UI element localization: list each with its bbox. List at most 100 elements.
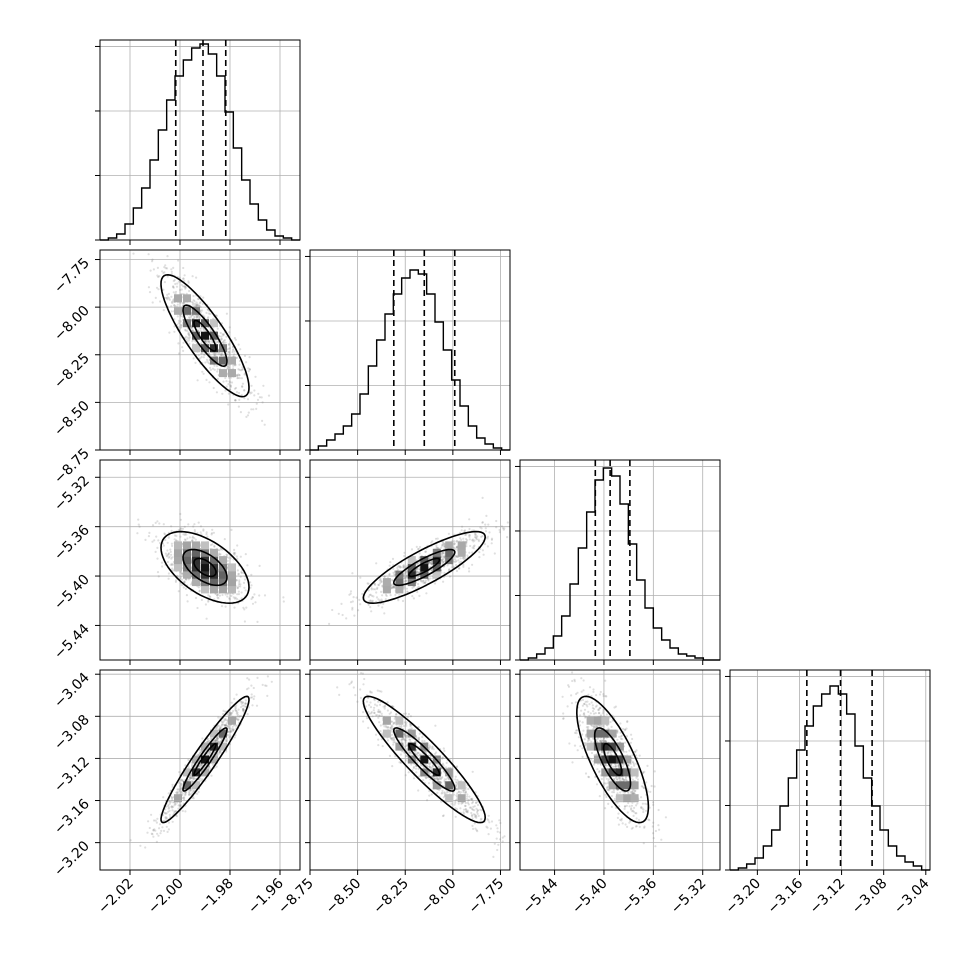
panel-frame <box>99 39 301 241</box>
density-cell <box>395 585 404 594</box>
density-cell <box>601 742 610 751</box>
x-tick-label: −5.40 <box>569 876 611 918</box>
contour-0 <box>408 557 441 578</box>
panel-3-2 <box>515 669 721 875</box>
x-tick-label: −3.16 <box>765 875 807 917</box>
density-cells <box>174 716 236 803</box>
density-cell <box>201 768 209 777</box>
density-cell <box>601 729 610 738</box>
density-cell <box>601 768 610 777</box>
density-cell <box>210 570 218 579</box>
density-cell <box>382 585 391 594</box>
density-cell <box>382 716 391 725</box>
density-cell <box>608 742 617 751</box>
density-cell <box>192 781 200 790</box>
density-cell <box>593 742 602 751</box>
y-tick-label: −3.16 <box>51 796 93 838</box>
density-cell <box>174 294 182 303</box>
density-cell <box>457 548 466 557</box>
density-cell <box>445 768 454 777</box>
y-tick-label: −3.08 <box>51 712 93 754</box>
x-tick-label: −8.50 <box>323 876 365 918</box>
y-tick-label: −5.40 <box>51 572 93 614</box>
density-cell <box>174 556 182 565</box>
density-cell <box>608 781 617 790</box>
contour-1 <box>182 548 228 587</box>
panel-frame <box>309 459 511 661</box>
y-tick-label: −8.25 <box>51 350 93 392</box>
density-cell <box>228 585 236 594</box>
density-cell <box>228 369 236 378</box>
density-cell <box>586 716 595 725</box>
density-cell <box>228 716 236 725</box>
contour-2 <box>362 695 487 824</box>
density-cell <box>445 794 454 803</box>
density-cell <box>192 556 200 565</box>
contour-2 <box>160 273 250 398</box>
contour-1 <box>182 727 228 792</box>
density-cell <box>432 781 441 790</box>
density-cell <box>432 570 441 579</box>
density-cell <box>201 541 209 550</box>
density-cell <box>395 742 404 751</box>
contour-1 <box>392 548 456 587</box>
y-tick-label: −5.36 <box>51 522 93 564</box>
density-cell <box>192 755 200 764</box>
density-cell <box>457 781 466 790</box>
panel-2-1 <box>305 459 511 665</box>
density-cell <box>608 729 617 738</box>
density-cell <box>382 578 391 587</box>
density-cell <box>630 781 639 790</box>
density-cell <box>219 369 227 378</box>
density-cell <box>630 768 639 777</box>
density-cell <box>420 755 429 764</box>
density-cell <box>210 556 218 565</box>
density-cell <box>183 294 191 303</box>
x-tick-label: −3.08 <box>849 876 891 918</box>
density-cell <box>174 794 182 803</box>
x-tick-label: −3.20 <box>723 876 765 918</box>
density-cell <box>615 768 624 777</box>
contour-0 <box>602 742 623 777</box>
x-tick-label: −2.02 <box>95 876 137 918</box>
density-cell <box>174 548 182 557</box>
density-cell <box>615 781 624 790</box>
panel-frame <box>99 669 301 871</box>
contour-2 <box>160 530 250 605</box>
density-cell <box>407 742 416 751</box>
density-cell <box>183 541 191 550</box>
panel-frame <box>99 459 301 661</box>
density-cell <box>210 548 218 557</box>
contour-1 <box>182 304 228 368</box>
density-cell <box>183 556 191 565</box>
density-cell <box>445 781 454 790</box>
panel-frame <box>309 249 511 451</box>
panel-1-0 <box>95 249 301 455</box>
density-cell <box>210 729 218 738</box>
density-cell <box>608 768 617 777</box>
histogram-0 <box>100 43 300 241</box>
density-cell <box>457 541 466 550</box>
density-cell <box>228 578 236 587</box>
density-cell <box>382 729 391 738</box>
density-cell <box>183 570 191 579</box>
x-tick-label: −5.36 <box>619 875 661 917</box>
density-cell <box>201 331 209 340</box>
density-cell <box>615 794 624 803</box>
contour-2 <box>575 695 650 824</box>
panel-0-0 <box>95 39 301 245</box>
density-cell <box>210 742 218 751</box>
x-tick-label: −8.00 <box>418 876 460 918</box>
density-cell <box>586 742 595 751</box>
contour-1 <box>392 727 456 792</box>
density-cell <box>201 344 209 353</box>
contour-1 <box>593 727 632 792</box>
density-cell <box>210 585 218 594</box>
y-tick-label: −3.20 <box>51 838 93 880</box>
y-tick-label: −3.12 <box>51 754 93 796</box>
density-cell <box>192 319 200 328</box>
density-cell <box>201 742 209 751</box>
density-cell <box>432 563 441 572</box>
density-cell <box>445 548 454 557</box>
